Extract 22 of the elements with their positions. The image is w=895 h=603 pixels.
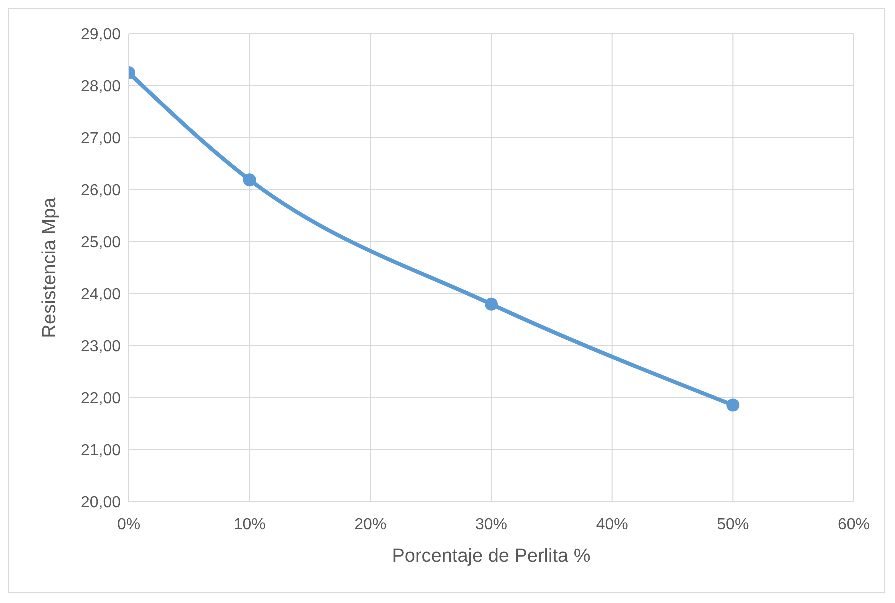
x-tick-label: 0%: [117, 516, 141, 534]
x-tick-label: 30%: [475, 516, 508, 534]
x-tick-label: 10%: [234, 516, 266, 534]
x-tick-label: 50%: [717, 516, 750, 534]
x-tick-label: 40%: [596, 516, 628, 534]
x-tick-label: 20%: [354, 516, 387, 534]
point: [726, 398, 740, 412]
y-tick-label: 27,00: [80, 130, 122, 148]
y-tick-label: 23,00: [80, 338, 122, 356]
x-axis-title: Porcentaje de Perlita %: [392, 546, 591, 567]
y-tick-label: 21,00: [80, 442, 122, 460]
point: [485, 298, 498, 311]
point: [243, 174, 256, 187]
y-tick-label: 20,00: [80, 494, 122, 512]
y-tick-label: 22,00: [80, 390, 122, 408]
x-tick-label: 60%: [838, 516, 870, 534]
y-tick-label: 24,00: [80, 286, 122, 304]
y-axis-title: Resistencia Mpa: [40, 197, 61, 338]
y-tick-label: 26,00: [80, 182, 122, 200]
y-tick-label: 25,00: [80, 234, 122, 252]
y-tick-label: 29,00: [80, 26, 122, 44]
y-tick-label: 28,00: [80, 78, 122, 96]
